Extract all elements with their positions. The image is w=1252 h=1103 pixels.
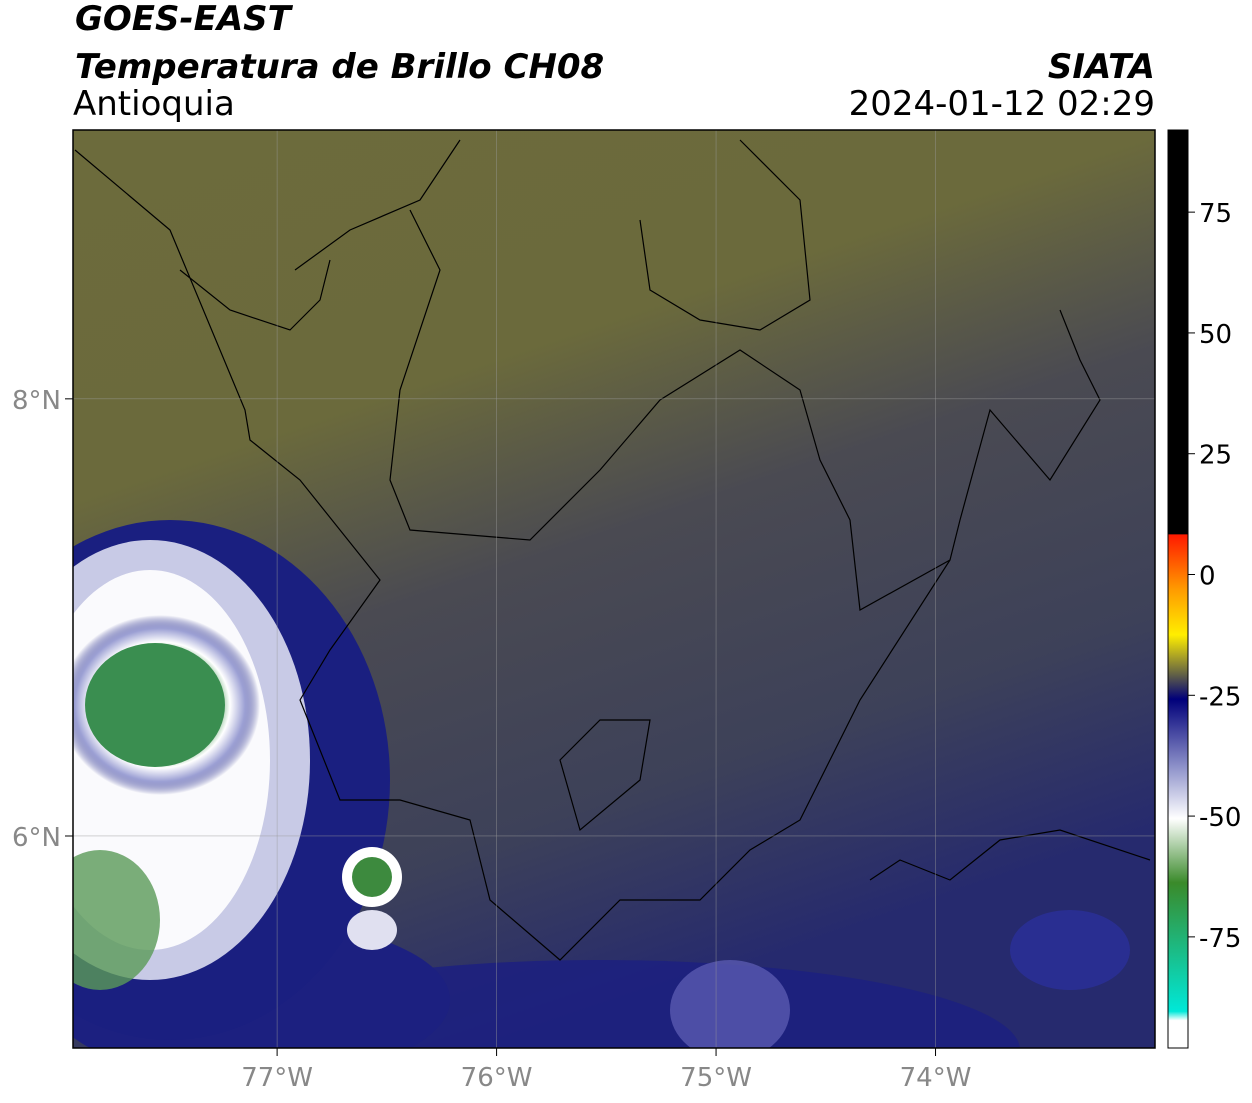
colorbar-tick-label: 0: [1199, 562, 1216, 592]
y-tick-label: 8°N: [12, 386, 61, 416]
colorbar-tick-label: 75: [1199, 199, 1232, 229]
colorbar-tick-label: -75: [1199, 924, 1241, 954]
title: GOES-EAST: [75, 0, 294, 39]
colorbar-tick-label: -25: [1199, 682, 1241, 712]
colorbar: [1167, 129, 1189, 1049]
y-tick-label: 6°N: [12, 823, 61, 853]
colorbar-tick-label: 25: [1199, 441, 1232, 471]
grid: [73, 130, 1155, 1048]
x-tick-label: 77°W: [241, 1063, 313, 1093]
region: Antioquia: [73, 84, 235, 124]
datetime: 2024-01-12 02:29: [849, 84, 1155, 124]
x-tick-label: 76°W: [461, 1063, 533, 1093]
subtitle: Temperatura de Brillo CH08: [75, 47, 604, 87]
source: SIATA: [1048, 47, 1155, 87]
colorbar-tick-label: 50: [1199, 320, 1232, 350]
map-image: [73, 130, 1155, 1048]
x-tick-label: 75°W: [680, 1063, 752, 1093]
colorbar-tick-label: -50: [1199, 803, 1241, 833]
x-tick-label: 74°W: [900, 1063, 972, 1093]
map-frame: [72, 129, 1156, 1049]
